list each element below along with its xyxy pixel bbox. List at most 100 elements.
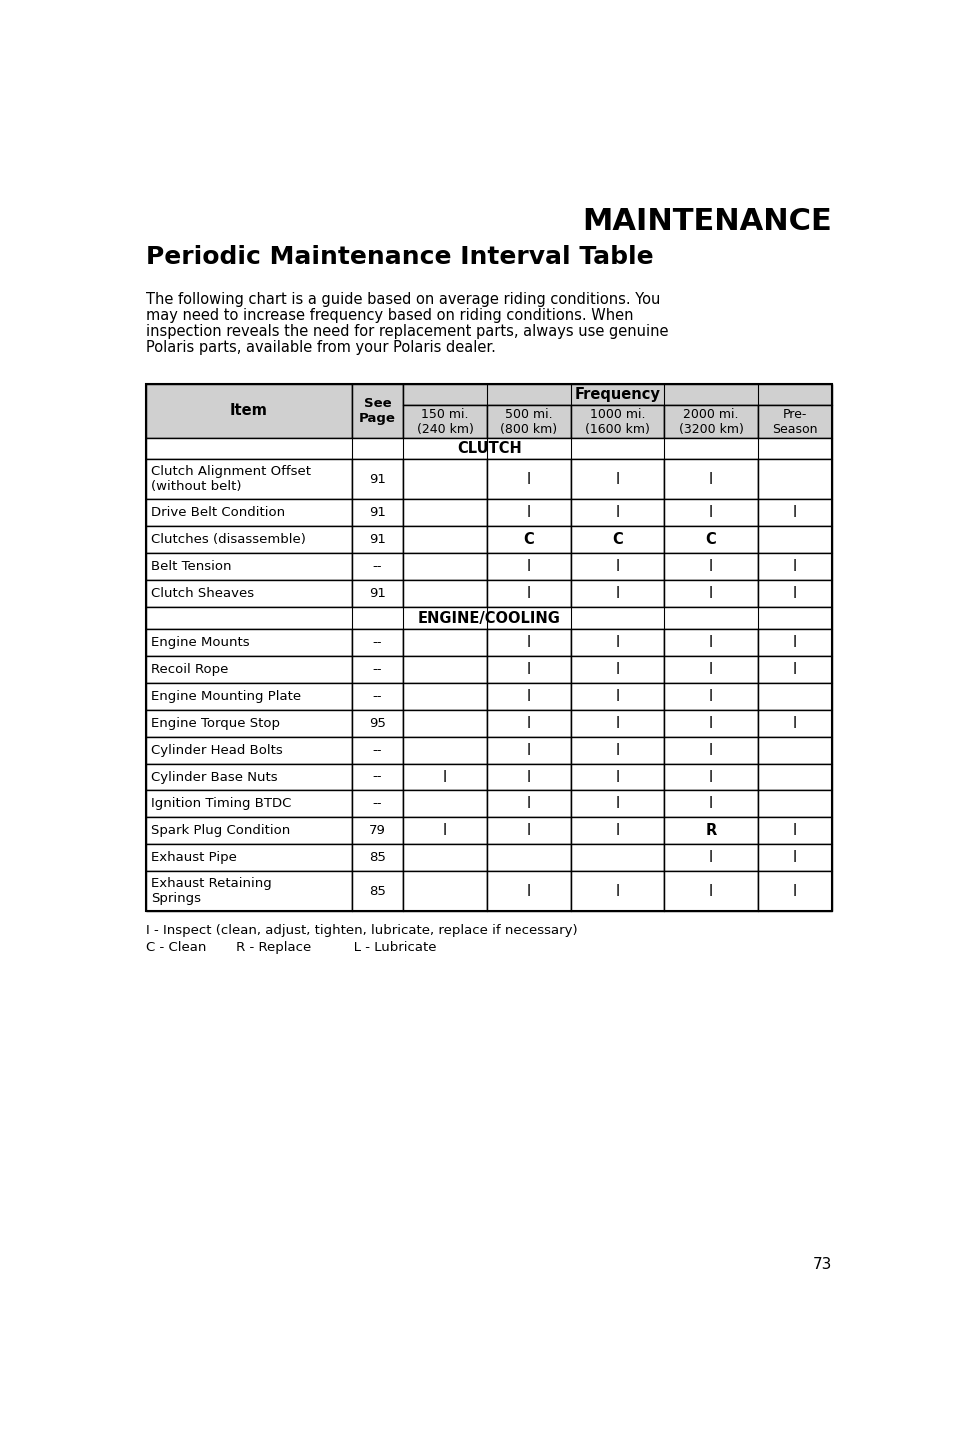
Text: Cylinder Head Bolts: Cylinder Head Bolts <box>151 743 282 756</box>
Bar <box>146 438 831 459</box>
Bar <box>663 845 757 871</box>
Bar <box>570 526 663 554</box>
Text: I: I <box>526 689 531 704</box>
Text: I: I <box>792 662 796 676</box>
Text: I: I <box>792 635 796 650</box>
Bar <box>352 459 402 499</box>
Bar <box>570 656 663 683</box>
Bar <box>352 628 402 656</box>
Text: I - Inspect (clean, adjust, tighten, lubricate, replace if necessary): I - Inspect (clean, adjust, tighten, lub… <box>146 923 578 936</box>
Text: Spark Plug Condition: Spark Plug Condition <box>151 824 290 838</box>
Bar <box>570 710 663 737</box>
Bar <box>486 580 570 608</box>
Bar <box>757 737 831 763</box>
Bar <box>146 554 352 580</box>
Bar <box>402 710 486 737</box>
Text: 91: 91 <box>369 506 385 519</box>
Bar <box>402 526 486 554</box>
Text: --: -- <box>373 797 382 810</box>
Bar <box>352 763 402 791</box>
Text: I: I <box>792 884 796 899</box>
Bar <box>146 817 352 845</box>
Text: --: -- <box>373 743 382 756</box>
Bar <box>663 791 757 817</box>
Text: I: I <box>615 823 619 839</box>
Text: I: I <box>792 506 796 521</box>
Bar <box>402 845 486 871</box>
Bar <box>570 499 663 526</box>
Text: I: I <box>708 769 712 785</box>
Bar <box>402 656 486 683</box>
Text: 91: 91 <box>369 534 385 547</box>
Bar <box>757 406 831 438</box>
Bar <box>663 459 757 499</box>
Text: I: I <box>442 823 447 839</box>
Text: Pre-
Season: Pre- Season <box>771 407 817 436</box>
Bar <box>146 683 352 710</box>
Text: --: -- <box>373 560 382 573</box>
Bar <box>757 710 831 737</box>
Text: I: I <box>708 851 712 865</box>
Text: I: I <box>526 473 531 487</box>
Bar <box>146 628 352 656</box>
Text: C: C <box>705 532 716 547</box>
Bar <box>486 871 570 912</box>
Text: See
Page: See Page <box>358 397 395 425</box>
Text: I: I <box>708 586 712 602</box>
Text: I: I <box>708 797 712 811</box>
Bar <box>570 554 663 580</box>
Bar <box>486 526 570 554</box>
Bar <box>486 737 570 763</box>
Text: 85: 85 <box>369 852 385 864</box>
Text: I: I <box>615 473 619 487</box>
Bar <box>486 845 570 871</box>
Text: inspection reveals the need for replacement parts, always use genuine: inspection reveals the need for replacem… <box>146 324 668 339</box>
Bar <box>570 459 663 499</box>
Text: Belt Tension: Belt Tension <box>151 560 232 573</box>
Bar <box>486 628 570 656</box>
Text: Periodic Maintenance Interval Table: Periodic Maintenance Interval Table <box>146 246 654 269</box>
Bar <box>486 499 570 526</box>
Text: Exhaust Pipe: Exhaust Pipe <box>151 852 236 864</box>
Text: 91: 91 <box>369 473 385 486</box>
Text: C - Clean       R - Replace          L - Lubricate: C - Clean R - Replace L - Lubricate <box>146 941 436 954</box>
Text: 1000 mi.
(1600 km): 1000 mi. (1600 km) <box>584 407 649 436</box>
Bar <box>146 499 352 526</box>
Text: 73: 73 <box>812 1256 831 1272</box>
Bar <box>757 871 831 912</box>
Bar <box>757 628 831 656</box>
Bar <box>663 554 757 580</box>
Bar <box>146 459 352 499</box>
Text: --: -- <box>373 663 382 676</box>
Bar <box>663 871 757 912</box>
Bar <box>146 791 352 817</box>
Text: I: I <box>615 715 619 730</box>
Text: C: C <box>523 532 534 547</box>
Text: Recoil Rope: Recoil Rope <box>151 663 228 676</box>
Text: --: -- <box>373 771 382 784</box>
Bar <box>663 763 757 791</box>
Bar <box>570 580 663 608</box>
Bar <box>570 845 663 871</box>
Bar <box>570 871 663 912</box>
Text: 91: 91 <box>369 587 385 601</box>
Text: I: I <box>708 473 712 487</box>
Bar <box>402 384 831 406</box>
Text: I: I <box>526 506 531 521</box>
Text: Item: Item <box>230 403 268 419</box>
Text: 79: 79 <box>369 824 385 838</box>
Text: I: I <box>708 715 712 730</box>
Bar <box>352 683 402 710</box>
Text: C: C <box>612 532 622 547</box>
Text: I: I <box>615 586 619 602</box>
Bar <box>757 656 831 683</box>
Text: 500 mi.
(800 km): 500 mi. (800 km) <box>500 407 557 436</box>
Bar <box>486 710 570 737</box>
Text: I: I <box>708 560 712 574</box>
Text: I: I <box>526 635 531 650</box>
Bar <box>352 845 402 871</box>
Text: 85: 85 <box>369 885 385 899</box>
Bar <box>757 526 831 554</box>
Bar <box>757 554 831 580</box>
Bar <box>663 628 757 656</box>
